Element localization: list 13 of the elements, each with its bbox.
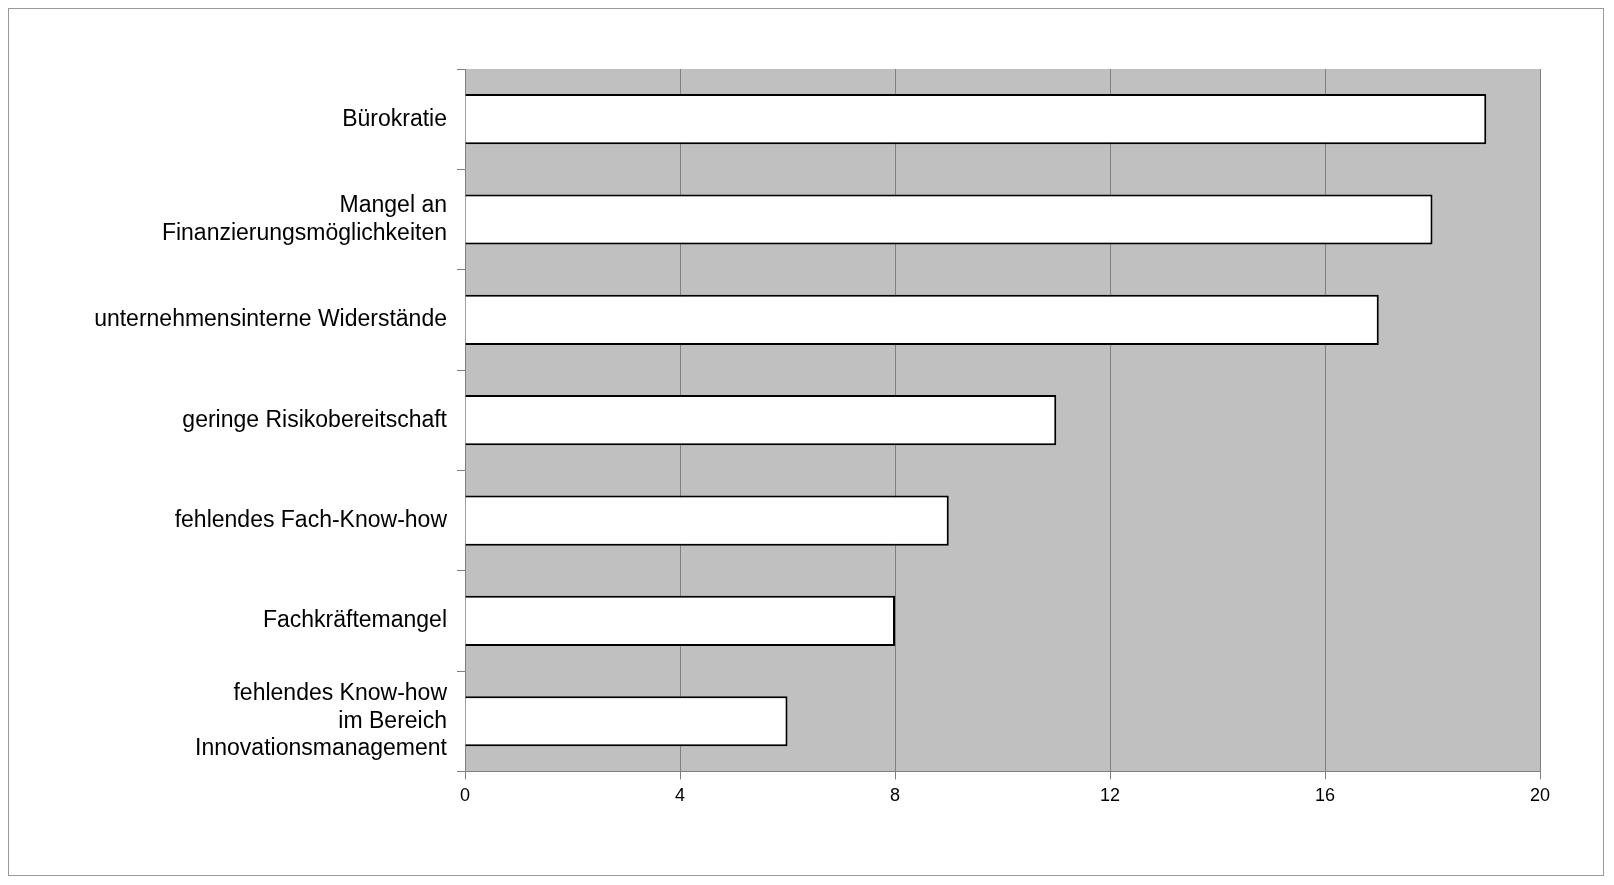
y-tick-label: geringe Risikobereitschaft [182, 405, 448, 432]
y-tick-label: Fachkräftemangel [262, 606, 447, 633]
x-tick-label: 8 [889, 785, 901, 806]
x-tick-label: 0 [459, 785, 471, 806]
x-tick-label: 12 [1099, 785, 1121, 806]
y-tick-label: Mangel an Finanzierungsmöglichkeiten [161, 191, 447, 245]
x-tick-label: 20 [1529, 785, 1551, 806]
y-tick-label: fehlendes Know-how im Bereich Innovationsmanagement [195, 678, 448, 761]
y-tick-label: Bürokratie [342, 104, 447, 131]
y-tick-label: fehlendes Fach-Know-how [174, 505, 448, 532]
x-tick-label: 4 [674, 785, 686, 806]
x-tick-label: 16 [1314, 785, 1336, 806]
y-tick-label: unternehmensinterne Widerstände [94, 305, 447, 332]
